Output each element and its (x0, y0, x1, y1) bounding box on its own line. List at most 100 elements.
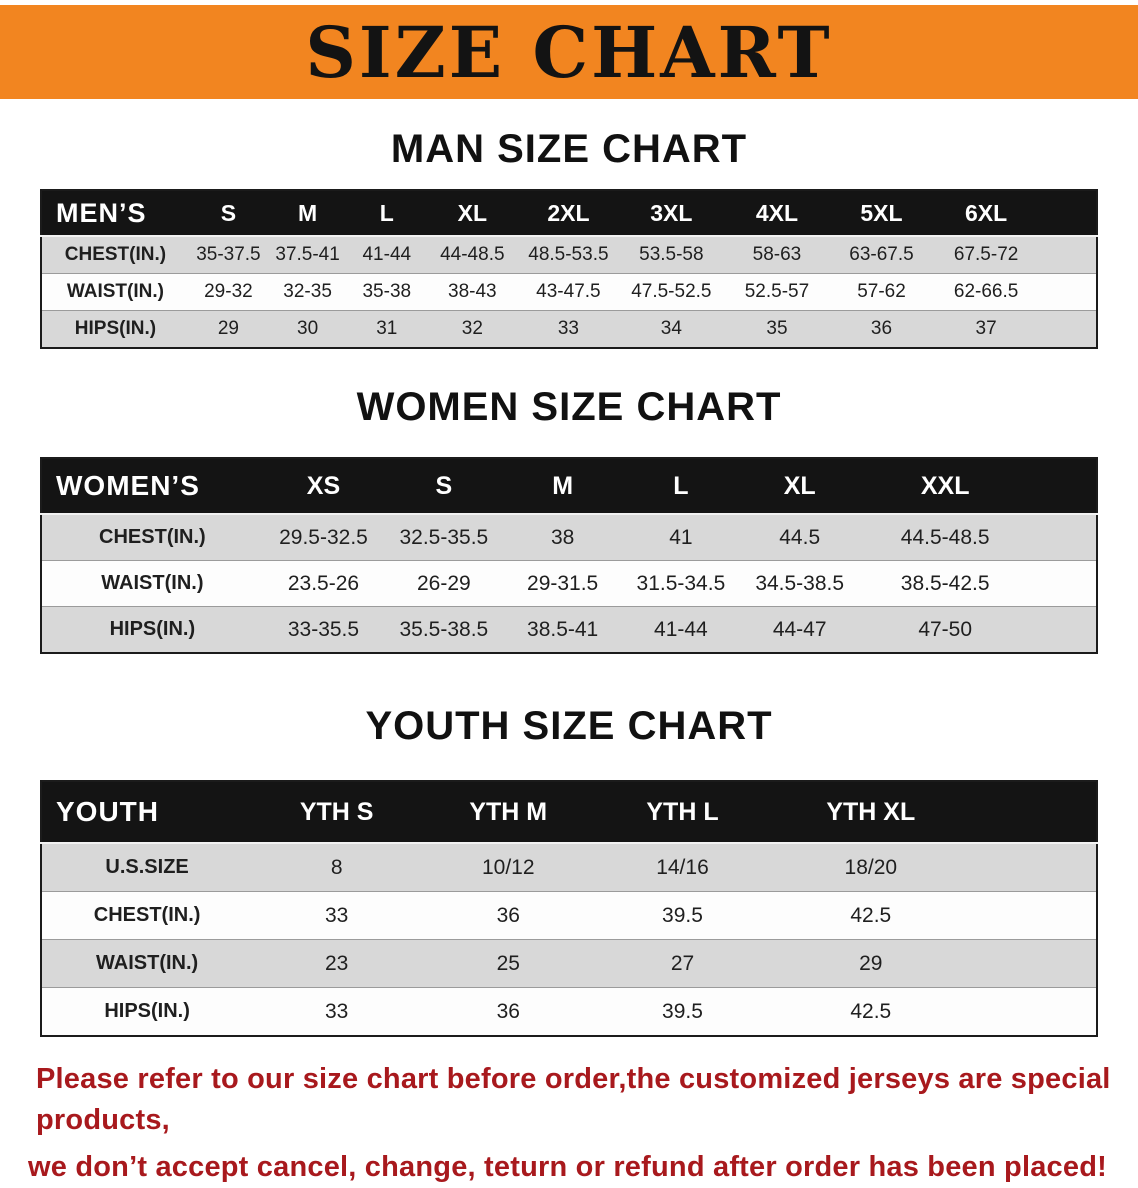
value-cell: 42.5 (769, 891, 1097, 940)
size-header-cell: L (621, 458, 741, 515)
value-cell: 14/16 (595, 843, 770, 892)
size-chart-banner: SIZE CHART (0, 5, 1138, 99)
value-cell: 62-66.5 (933, 273, 1097, 311)
size-header-cell: 4XL (724, 190, 830, 237)
women-size-section: WOMEN SIZE CHART WOMEN’S XS S M L XL XXL CHEST(… (0, 385, 1138, 654)
table-row: U.S.SIZE 8 10/12 14/16 18/20 (41, 843, 1097, 892)
value-cell: 33 (252, 987, 422, 1036)
table-row: CHEST(IN.) 33 36 39.5 42.5 (41, 891, 1097, 940)
size-header-cell: 2XL (518, 190, 619, 237)
row-label-cell: HIPS(IN.) (41, 606, 263, 653)
size-header-cell: XS (262, 458, 385, 515)
value-cell: 44-48.5 (426, 236, 519, 274)
size-header-cell: XL (740, 458, 860, 515)
row-label-cell: WAIST(IN.) (41, 939, 253, 988)
disclaimer-line-2: we don’t accept cancel, change, teturn o… (28, 1151, 1107, 1184)
table-title-cell: WOMEN’S (41, 458, 263, 515)
disclaimer: Please refer to our size chart before or… (0, 1059, 1138, 1188)
row-label-cell: CHEST(IN.) (41, 891, 253, 940)
size-header-cell: M (268, 190, 348, 237)
value-cell: 32-35 (268, 273, 348, 311)
value-cell: 43-47.5 (518, 273, 619, 311)
value-cell: 58-63 (724, 236, 830, 274)
value-cell: 53.5-58 (618, 236, 725, 274)
value-cell: 38 (503, 514, 622, 561)
table-row: HIPS(IN.) 29 30 31 32 33 34 35 36 37 (41, 310, 1097, 348)
women-section-heading: WOMEN SIZE CHART (356, 385, 782, 429)
row-label-cell: CHEST(IN.) (41, 236, 189, 274)
value-cell: 25 (421, 939, 596, 988)
value-cell: 35.5-38.5 (384, 606, 504, 653)
value-cell: 31 (347, 310, 427, 348)
header-row: YOUTH YTH S YTH M YTH L YTH XL (41, 781, 1097, 844)
value-cell: 41-44 (347, 236, 427, 274)
value-cell: 35-37.5 (188, 236, 269, 274)
value-cell: 31.5-34.5 (621, 560, 741, 607)
value-cell: 38.5-41 (503, 606, 622, 653)
value-cell: 29-32 (188, 273, 269, 311)
value-cell: 38.5-42.5 (859, 560, 1097, 607)
row-label-cell: WAIST(IN.) (41, 273, 189, 311)
value-cell: 44-47 (740, 606, 860, 653)
table-row: HIPS(IN.) 33-35.5 35.5-38.5 38.5-41 41-44 44-… (41, 606, 1097, 653)
value-cell: 42.5 (769, 987, 1097, 1036)
value-cell: 63-67.5 (829, 236, 934, 274)
row-label-cell: CHEST(IN.) (41, 514, 263, 561)
row-label-cell: U.S.SIZE (41, 843, 253, 892)
youth-size-section: YOUTH SIZE CHART YOUTH YTH S YTH M YTH L YTH… (0, 704, 1138, 1037)
disclaimer-line-1: Please refer to our size chart before or… (36, 1063, 1111, 1136)
size-header-cell: YTH XL (769, 781, 1097, 844)
women-size-table: WOMEN’S XS S M L XL XXL CHEST(IN.) 29.5-32.5 32.5… (40, 457, 1098, 654)
value-cell: 29.5-32.5 (262, 514, 385, 561)
value-cell: 34.5-38.5 (740, 560, 860, 607)
value-cell: 32 (426, 310, 519, 348)
value-cell: 34 (618, 310, 725, 348)
table-row: WAIST(IN.) 23.5-26 26-29 29-31.5 31.5-34.5 34… (41, 560, 1097, 607)
value-cell: 10/12 (421, 843, 596, 892)
value-cell: 48.5-53.5 (518, 236, 619, 274)
value-cell: 30 (268, 310, 348, 348)
value-cell: 35 (724, 310, 830, 348)
youth-section-heading: YOUTH SIZE CHART (365, 704, 773, 748)
size-chart-title: SIZE CHART (305, 10, 833, 94)
table-row: WAIST(IN.) 23 25 27 29 (41, 939, 1097, 988)
value-cell: 37 (933, 310, 1097, 348)
value-cell: 33 (252, 891, 422, 940)
value-cell: 26-29 (384, 560, 504, 607)
size-header-cell: YTH L (595, 781, 770, 844)
value-cell: 27 (595, 939, 770, 988)
value-cell: 33-35.5 (262, 606, 385, 653)
size-header-cell: YTH M (421, 781, 596, 844)
value-cell: 47-50 (859, 606, 1097, 653)
table-row: CHEST(IN.) 35-37.5 37.5-41 41-44 44-48.5 48.5… (41, 236, 1097, 274)
value-cell: 35-38 (347, 273, 427, 311)
value-cell: 29-31.5 (503, 560, 622, 607)
men-section-heading: MAN SIZE CHART (390, 127, 748, 171)
size-header-cell: S (384, 458, 504, 515)
value-cell: 57-62 (829, 273, 934, 311)
value-cell: 39.5 (595, 987, 770, 1036)
size-header-cell: M (503, 458, 622, 515)
size-header-cell: 5XL (829, 190, 934, 237)
value-cell: 29 (769, 939, 1097, 988)
value-cell: 23 (252, 939, 422, 988)
value-cell: 52.5-57 (724, 273, 830, 311)
value-cell: 33 (518, 310, 619, 348)
value-cell: 37.5-41 (268, 236, 348, 274)
size-header-cell: S (188, 190, 269, 237)
row-label-cell: HIPS(IN.) (41, 987, 253, 1036)
table-row: HIPS(IN.) 33 36 39.5 42.5 (41, 987, 1097, 1036)
value-cell: 29 (188, 310, 269, 348)
value-cell: 36 (421, 891, 596, 940)
row-label-cell: WAIST(IN.) (41, 560, 263, 607)
table-title-cell: MEN’S (41, 190, 189, 237)
table-row: WAIST(IN.) 29-32 32-35 35-38 38-43 43-47.5 47.… (41, 273, 1097, 311)
size-header-cell: L (347, 190, 427, 237)
table-title-cell: YOUTH (41, 781, 253, 844)
value-cell: 39.5 (595, 891, 770, 940)
value-cell: 23.5-26 (262, 560, 385, 607)
value-cell: 18/20 (769, 843, 1097, 892)
header-row: WOMEN’S XS S M L XL XXL (41, 458, 1097, 515)
value-cell: 67.5-72 (933, 236, 1097, 274)
table-row: CHEST(IN.) 29.5-32.5 32.5-35.5 38 41 44.5 44.5… (41, 514, 1097, 561)
